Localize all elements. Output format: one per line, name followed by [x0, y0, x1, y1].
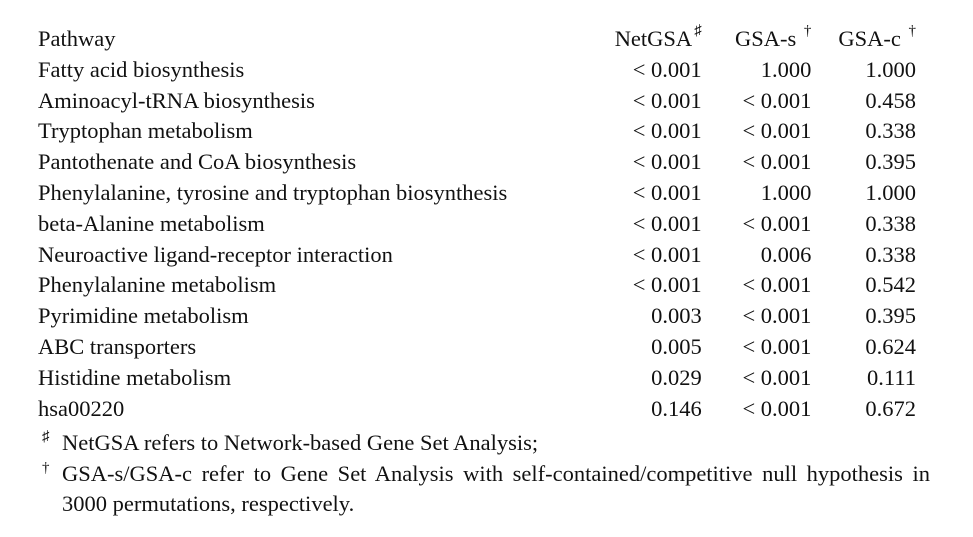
- cell-gsa-s: < 0.001: [742, 395, 812, 421]
- table-header: Pathway NetGSA ♯ GSA-s † GSA-c †: [38, 22, 928, 55]
- header-gsa-c: GSA-c †: [817, 22, 928, 55]
- table-row: hsa00220 0.146 < 0.001 0.672: [38, 394, 928, 425]
- cell-pathway: Aminoacyl-tRNA biosynthesis: [38, 87, 315, 113]
- cell-netgsa: 0.005: [651, 333, 702, 359]
- cell-pathway: Phenylalanine, tyrosine and tryptophan b…: [38, 179, 508, 205]
- cell-netgsa: < 0.001: [632, 241, 702, 267]
- cell-gsa-s: 1.000: [760, 56, 812, 82]
- header-row: Pathway NetGSA ♯ GSA-s † GSA-c †: [38, 22, 928, 55]
- footnote-gsa: † GSA-s/GSA-c refer to Gene Set Analysis…: [40, 459, 930, 520]
- footnote-gsa-text: GSA-s/GSA-c refer to Gene Set Analysis w…: [62, 460, 930, 517]
- header-gsa-s: GSA-s †: [708, 22, 818, 55]
- cell-netgsa: 0.146: [651, 395, 702, 421]
- cell-gsa-c: 0.338: [865, 241, 916, 267]
- table-row: Histidine metabolism 0.029 < 0.001 0.111: [38, 363, 928, 394]
- table-body: Fatty acid biosynthesis < 0.001 1.000 1.000…: [38, 55, 928, 425]
- cell-gsa-c: 0.111: [867, 364, 916, 390]
- cell-netgsa: 0.029: [651, 364, 702, 390]
- cell-pathway: Histidine metabolism: [38, 364, 232, 390]
- header-gsa-s-label: GSA-s: [735, 26, 797, 51]
- cell-pathway: Pantothenate and CoA biosynthesis: [38, 149, 357, 175]
- cell-netgsa: < 0.001: [632, 210, 702, 236]
- cell-gsa-s: < 0.001: [742, 364, 812, 390]
- cell-netgsa: < 0.001: [632, 87, 702, 113]
- cell-gsa-s: < 0.001: [742, 118, 812, 144]
- footnote-netgsa-mark: ♯: [42, 429, 50, 445]
- cell-pathway: Fatty acid biosynthesis: [38, 56, 245, 82]
- cell-netgsa: 0.003: [651, 303, 702, 329]
- header-pathway-label: Pathway: [38, 26, 116, 51]
- cell-netgsa: < 0.001: [632, 56, 702, 82]
- header-netgsa-label: NetGSA: [614, 26, 693, 51]
- cell-gsa-s: < 0.001: [742, 333, 812, 359]
- table-row: Tryptophan metabolism < 0.001 < 0.001 0.338: [38, 116, 928, 147]
- cell-gsa-c: 1.000: [865, 56, 916, 82]
- footnote-gsa-mark: †: [42, 459, 50, 476]
- cell-netgsa: < 0.001: [632, 149, 702, 175]
- header-netgsa-mark: ♯: [694, 22, 702, 39]
- cell-gsa-s: < 0.001: [742, 272, 812, 298]
- table-row: beta-Alanine metabolism < 0.001 < 0.001 0.3…: [38, 209, 928, 240]
- cell-gsa-c: 0.542: [865, 272, 916, 298]
- cell-pathway: beta-Alanine metabolism: [38, 210, 265, 236]
- cell-pathway: Neuroactive ligand-receptor interaction: [38, 241, 393, 267]
- table-row: Phenylalanine metabolism < 0.001 < 0.001 0.…: [38, 270, 928, 301]
- cell-gsa-c: 1.000: [865, 179, 916, 205]
- table-row: Pyrimidine metabolism 0.003 < 0.001 0.395: [38, 301, 928, 332]
- header-netgsa: NetGSA ♯: [570, 22, 708, 55]
- cell-pathway: hsa00220: [38, 395, 125, 421]
- cell-pathway: ABC transporters: [38, 333, 197, 359]
- cell-gsa-s: < 0.001: [742, 149, 812, 175]
- cell-gsa-s: < 0.001: [742, 87, 812, 113]
- table-footnotes: ♯ NetGSA refers to Network-based Gene Se…: [40, 428, 930, 520]
- pathway-results-table: Pathway NetGSA ♯ GSA-s † GSA-c † Fatty ac…: [38, 22, 928, 425]
- footnote-netgsa-text: NetGSA refers to Network-based Gene Set …: [62, 430, 539, 455]
- table-row: Neuroactive ligand-receptor interaction <…: [38, 240, 928, 271]
- cell-pathway: Pyrimidine metabolism: [38, 303, 249, 329]
- table-row: Aminoacyl-tRNA biosynthesis < 0.001 < 0.00…: [38, 86, 928, 117]
- cell-gsa-s: 1.000: [760, 179, 812, 205]
- header-pathway: Pathway: [38, 24, 570, 55]
- cell-gsa-s: 0.006: [760, 241, 812, 267]
- cell-gsa-c: 0.624: [865, 333, 916, 359]
- cell-netgsa: < 0.001: [632, 118, 702, 144]
- cell-gsa-c: 0.672: [865, 395, 916, 421]
- cell-gsa-c: 0.395: [865, 303, 916, 329]
- header-gsa-c-mark: †: [908, 22, 917, 39]
- header-gsa-c-label: GSA-c: [838, 26, 901, 51]
- cell-gsa-c: 0.458: [865, 87, 916, 113]
- table-row: Fatty acid biosynthesis < 0.001 1.000 1.000: [38, 55, 928, 86]
- table-row: Phenylalanine, tyrosine and tryptophan b…: [38, 178, 928, 209]
- cell-gsa-s: < 0.001: [742, 303, 812, 329]
- cell-netgsa: < 0.001: [632, 179, 702, 205]
- footnote-netgsa: ♯ NetGSA refers to Network-based Gene Se…: [40, 428, 930, 459]
- cell-gsa-c: 0.338: [865, 118, 916, 144]
- cell-gsa-c: 0.338: [865, 210, 916, 236]
- cell-pathway: Tryptophan metabolism: [38, 118, 253, 144]
- cell-pathway: Phenylalanine metabolism: [38, 272, 277, 298]
- cell-gsa-s: < 0.001: [742, 210, 812, 236]
- table-row: ABC transporters 0.005 < 0.001 0.624: [38, 332, 928, 363]
- cell-netgsa: < 0.001: [632, 272, 702, 298]
- header-gsa-s-mark: †: [803, 22, 812, 39]
- table-row: Pantothenate and CoA biosynthesis < 0.001…: [38, 147, 928, 178]
- cell-gsa-c: 0.395: [865, 149, 916, 175]
